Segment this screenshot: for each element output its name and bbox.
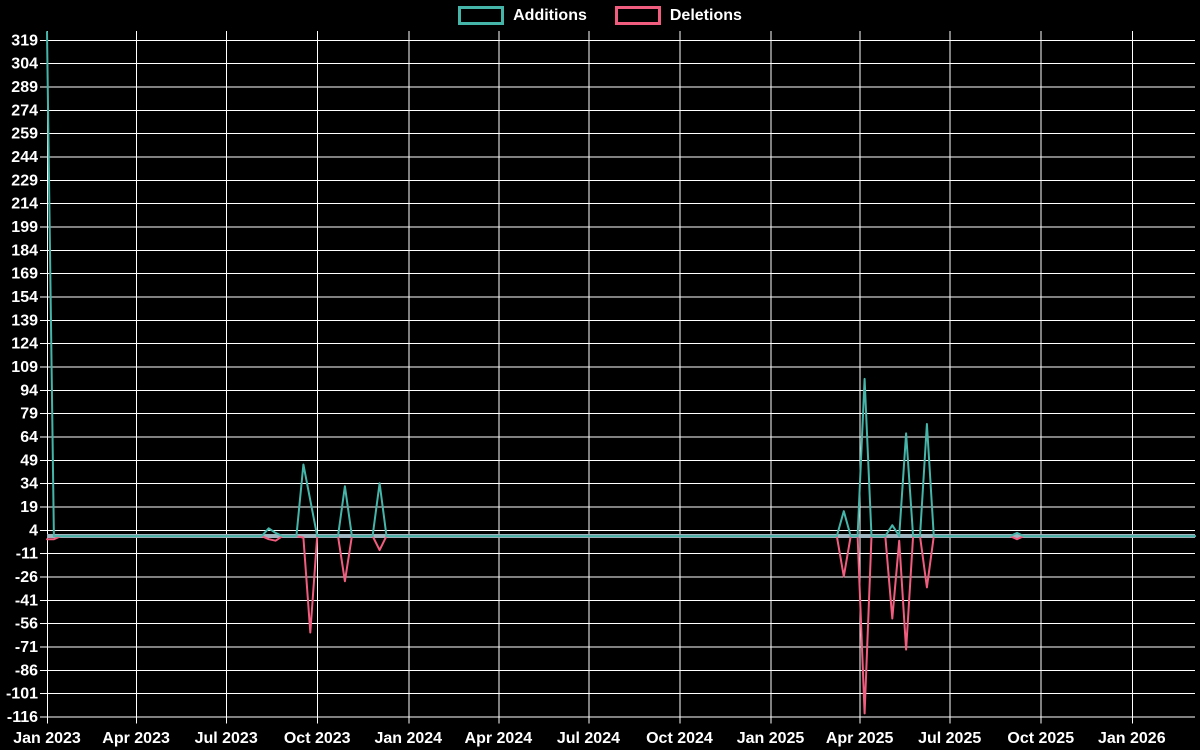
additions-legend-label: Additions bbox=[513, 6, 587, 24]
additions-line bbox=[46, 31, 1197, 538]
y-tick-label: 274 bbox=[11, 102, 38, 119]
y-tick-label: -116 bbox=[7, 709, 38, 726]
grid-lines bbox=[47, 31, 1195, 718]
y-tick-label: 124 bbox=[11, 336, 38, 353]
y-tick-label: 199 bbox=[11, 219, 38, 236]
x-tick-label: Jan 2025 bbox=[737, 730, 805, 747]
y-tick-label: 94 bbox=[20, 382, 38, 399]
y-tick-label: 229 bbox=[11, 172, 38, 189]
x-tick-label: Jan 2023 bbox=[13, 730, 81, 747]
y-tick-label: -86 bbox=[15, 662, 38, 679]
deletions-legend-label: Deletions bbox=[669, 6, 742, 24]
legend-item-additions[interactable]: Additions bbox=[458, 6, 587, 25]
y-tick-label: 79 bbox=[20, 406, 38, 423]
chart-legend: Additions Deletions bbox=[0, 6, 1200, 25]
y-tick-label: -41 bbox=[15, 592, 38, 609]
y-tick-label: 289 bbox=[11, 79, 38, 96]
x-tick-label: Oct 2023 bbox=[284, 730, 351, 747]
y-tick-label: 19 bbox=[20, 499, 38, 516]
y-tick-label: -101 bbox=[6, 686, 38, 703]
additions-swatch-icon bbox=[458, 6, 505, 25]
y-tick-label: 64 bbox=[20, 429, 38, 446]
legend-item-deletions[interactable]: Deletions bbox=[614, 6, 742, 25]
x-tick-label: Jul 2023 bbox=[195, 730, 258, 747]
x-tick-label: Oct 2025 bbox=[1007, 730, 1074, 747]
x-tick-label: Jan 2024 bbox=[374, 730, 442, 747]
y-tick-label: 319 bbox=[11, 32, 38, 49]
x-tick-label: Jul 2025 bbox=[918, 730, 981, 747]
y-tick-label: 214 bbox=[11, 196, 38, 213]
x-tick-label: Apr 2025 bbox=[826, 730, 894, 747]
x-tick-label: Oct 2024 bbox=[646, 730, 713, 747]
x-tick-label: Apr 2023 bbox=[102, 730, 170, 747]
y-tick-label: 34 bbox=[20, 476, 38, 493]
y-tick-label: 109 bbox=[11, 359, 38, 376]
x-tick-label: Apr 2024 bbox=[465, 730, 533, 747]
y-tick-label: 49 bbox=[20, 452, 38, 469]
y-tick-label: -26 bbox=[15, 569, 38, 586]
y-tick-label: 184 bbox=[11, 242, 38, 259]
y-tick-label: 154 bbox=[11, 289, 38, 306]
x-tick-label: Jan 2026 bbox=[1098, 730, 1166, 747]
y-tick-label: -11 bbox=[16, 546, 38, 563]
axis-tick-marks bbox=[40, 39, 1133, 724]
deletions-swatch-icon bbox=[614, 6, 661, 25]
deletions-line bbox=[46, 535, 1197, 715]
y-tick-label: 139 bbox=[11, 312, 38, 329]
y-axis-labels: 319 304 289 274 259 244 229 214 199 184 169 154 139 1… bbox=[6, 32, 38, 726]
y-tick-label: -71 bbox=[15, 639, 38, 656]
x-axis-labels: Jan 2023 Apr 2023 Jul 2023 Oct 2023 Jan 2024… bbox=[13, 730, 1166, 747]
y-tick-label: 259 bbox=[11, 126, 38, 143]
x-tick-label: Jul 2024 bbox=[557, 730, 620, 747]
y-tick-label: 244 bbox=[11, 149, 38, 166]
y-tick-label: 4 bbox=[29, 522, 38, 539]
y-tick-label: 169 bbox=[11, 266, 38, 283]
y-tick-label: -56 bbox=[15, 616, 38, 633]
y-tick-label: 304 bbox=[11, 56, 38, 73]
